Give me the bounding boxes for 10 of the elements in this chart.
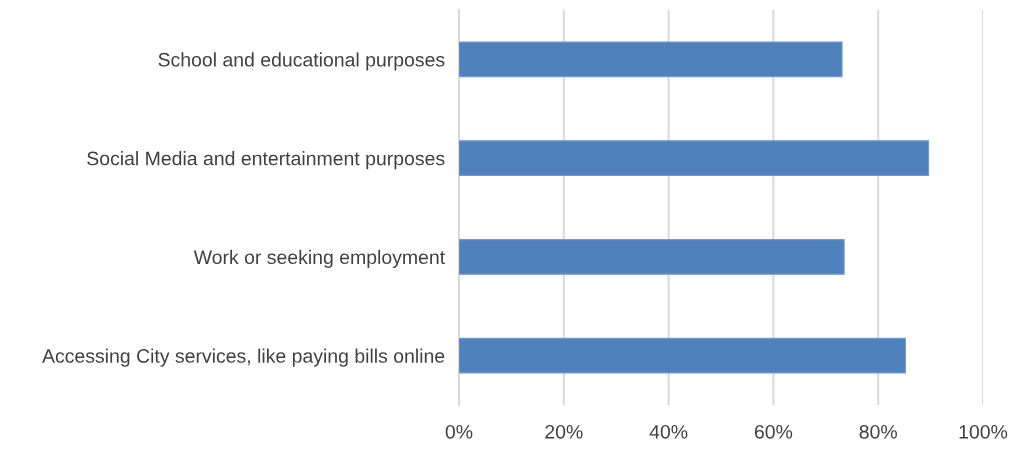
x-tick-label: 40% [649,424,688,439]
x-tick-label: 80% [859,424,897,439]
x-tick-label: 20% [545,424,583,439]
y-tick-label: Accessing City services, like paying bills online [42,348,445,367]
y-tick-label: School and educational purposes [158,52,445,71]
y-tick-label: Social Media and entertainment purposes [87,151,445,170]
x-tick-label: 100% [959,424,1008,439]
x-tick-label: 60% [754,424,793,439]
y-tick-label: Work or seeking employment [193,249,445,268]
x-tick-label: 0% [445,424,473,439]
